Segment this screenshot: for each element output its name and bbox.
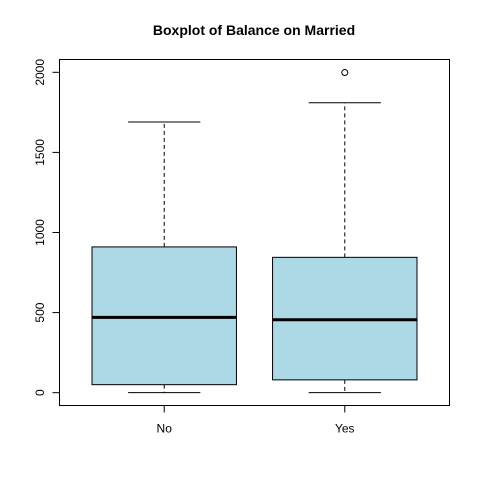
y-axis: 0 500 1000 1500 2000: [33, 59, 60, 396]
y-tick-label: 1000: [33, 219, 47, 246]
x-tick-label: Yes: [335, 422, 355, 436]
y-tick-label: 0: [33, 389, 47, 396]
chart-title: Boxplot of Balance on Married: [153, 22, 355, 38]
box-group: [272, 68, 418, 394]
y-tick-label: 2000: [33, 59, 47, 86]
x-tick-label: No: [157, 422, 173, 436]
x-axis: No Yes: [157, 405, 355, 436]
y-tick-label: 500: [33, 302, 47, 322]
box-group: [91, 121, 237, 394]
y-tick-label: 1500: [33, 139, 47, 166]
box-iqr: [91, 246, 237, 386]
boxes-layer: [91, 68, 418, 394]
outlier-point: [341, 68, 349, 76]
